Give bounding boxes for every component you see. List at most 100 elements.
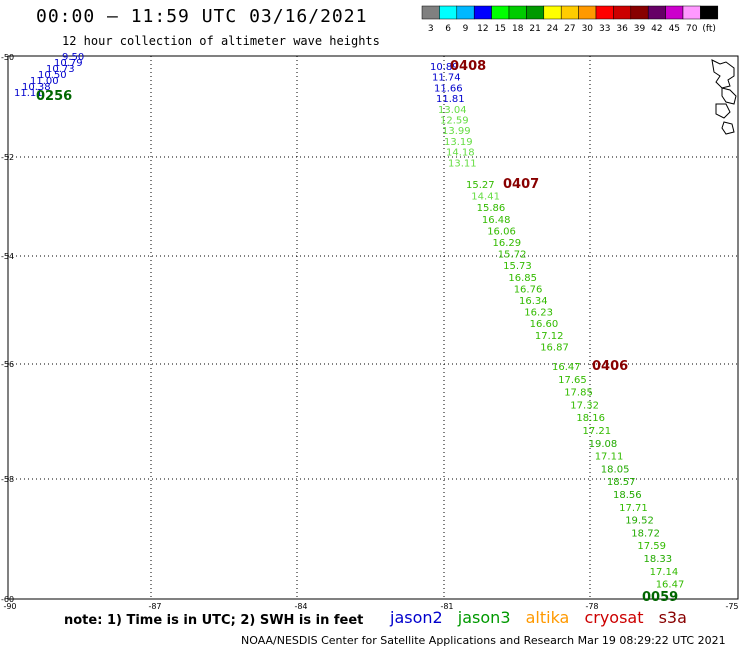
lon-label: -87 bbox=[148, 602, 161, 611]
pass-track-0408: 10.8911.7411.6611.8113.0412.5913.9913.19… bbox=[430, 59, 486, 169]
colorbar-label: 12 bbox=[477, 24, 488, 34]
wave-height-reading: 11.81 bbox=[436, 94, 465, 105]
colorbar-label: 15 bbox=[495, 24, 506, 34]
wave-height-reading: 10.38 bbox=[22, 82, 51, 93]
colorbar-label: 36 bbox=[616, 24, 628, 34]
wave-height-reading: 18.33 bbox=[644, 554, 673, 565]
wave-height-reading: 17.85 bbox=[564, 388, 593, 399]
coastline-islands bbox=[711, 59, 737, 135]
colorbar-swatch bbox=[421, 5, 440, 20]
pass-time-label: 0407 bbox=[503, 177, 539, 192]
wave-height-reading: 13.19 bbox=[444, 137, 473, 148]
pass-time-label: 0408 bbox=[450, 59, 486, 74]
colorbar-label: 18 bbox=[512, 24, 524, 34]
wave-height-reading: 14.41 bbox=[471, 192, 500, 203]
satellite-s3a: s3a bbox=[658, 608, 687, 627]
lat-label: -60 bbox=[1, 595, 14, 604]
lon-label: -75 bbox=[725, 602, 738, 611]
satellite-jason3: jason3 bbox=[457, 608, 511, 627]
colorbar-label: 45 bbox=[669, 24, 680, 34]
colorbar-legend: 3 6 9 12 15 18 21 24 27 30 33 36 39 42 45 70 (ft) bbox=[421, 5, 719, 34]
wave-height-reading: 18.16 bbox=[576, 413, 605, 424]
wave-height-reading: 19.08 bbox=[589, 439, 618, 450]
lat-lon-grid bbox=[8, 56, 738, 599]
colorbar-swatch bbox=[543, 5, 562, 20]
note-text: note: 1) Time is in UTC; 2) SWH is in fe… bbox=[64, 613, 364, 628]
wave-height-reading: 16.60 bbox=[530, 319, 559, 330]
wave-height-reading: 18.72 bbox=[631, 528, 660, 539]
wave-height-reading: 17.11 bbox=[595, 452, 624, 463]
pass-time-label: 0406 bbox=[592, 359, 628, 374]
lon-label: -78 bbox=[585, 602, 598, 611]
wave-height-reading: 13.04 bbox=[438, 105, 467, 116]
colorbar-label: 42 bbox=[651, 24, 662, 34]
satellite-jason2: jason2 bbox=[390, 608, 443, 627]
colorbar-label: (ft) bbox=[702, 24, 716, 34]
colorbar-swatch bbox=[473, 5, 492, 20]
map-frame bbox=[7, 55, 739, 600]
wave-height-reading: 15.72 bbox=[498, 250, 527, 261]
wave-height-reading: 11.66 bbox=[434, 83, 463, 94]
wave-height-reading: 16.06 bbox=[487, 226, 516, 237]
wave-height-reading: 16.23 bbox=[524, 308, 553, 319]
wave-height-reading: 16.47 bbox=[552, 362, 581, 373]
wave-height-reading: 16.47 bbox=[656, 580, 685, 591]
colorbar-swatch bbox=[439, 5, 458, 20]
wave-height-reading: 16.48 bbox=[482, 215, 511, 226]
colorbar-label: 33 bbox=[599, 24, 610, 34]
colorbar-swatch bbox=[508, 5, 527, 20]
wave-height-reading: 10.73 bbox=[46, 64, 75, 75]
wave-height-reading: 17.14 bbox=[650, 567, 679, 578]
credit-text: NOAA/NESDIS Center for Satellite Applica… bbox=[241, 634, 726, 647]
wave-height-reading: 17.21 bbox=[583, 426, 612, 437]
colorbar-label: 21 bbox=[529, 24, 540, 34]
lat-label: -56 bbox=[1, 360, 14, 369]
colorbar-swatch bbox=[665, 5, 684, 20]
colorbar-label: 30 bbox=[582, 24, 594, 34]
colorbar-swatch bbox=[613, 5, 632, 20]
colorbar-label: 70 bbox=[686, 24, 698, 34]
wave-height-reading: 15.86 bbox=[477, 203, 506, 214]
wave-height-reading: 17.12 bbox=[535, 331, 564, 342]
page-subtitle: 12 hour collection of altimeter wave hei… bbox=[62, 34, 380, 48]
altimeter-tracks: 9.5010.7910.7310.5011.0010.3811.11025610… bbox=[14, 52, 684, 605]
wave-height-reading: 17.71 bbox=[619, 503, 648, 514]
lat-label: -52 bbox=[1, 153, 14, 162]
colorbar-swatch bbox=[700, 5, 719, 20]
wave-height-reading: 18.56 bbox=[613, 490, 642, 501]
satellite-legend: jason2 jason3 altika cryosat s3a bbox=[390, 608, 697, 627]
colorbar-swatch bbox=[560, 5, 579, 20]
colorbar-label: 39 bbox=[634, 24, 646, 34]
page-title: 00:00 — 11:59 UTC 03/16/2021 bbox=[36, 6, 368, 27]
wave-height-reading: 10.79 bbox=[54, 58, 83, 69]
wave-height-reading: 13.11 bbox=[448, 158, 477, 169]
wave-height-reading: 11.11 bbox=[14, 88, 43, 99]
wave-height-reading: 16.29 bbox=[493, 238, 522, 249]
colorbar-swatch bbox=[682, 5, 701, 20]
wave-height-reading: 17.65 bbox=[558, 375, 587, 386]
lon-label: -81 bbox=[440, 602, 453, 611]
lat-label: -54 bbox=[1, 252, 14, 261]
wave-height-reading: 14.18 bbox=[446, 148, 475, 159]
lon-label: -84 bbox=[294, 602, 307, 611]
wave-height-reading: 16.76 bbox=[514, 284, 543, 295]
colorbar-swatch bbox=[647, 5, 666, 20]
wave-height-reading: 13.99 bbox=[442, 126, 471, 137]
satellite-cryosat: cryosat bbox=[584, 608, 644, 627]
colorbar-label: 24 bbox=[547, 24, 559, 34]
wave-height-reading: 11.00 bbox=[30, 76, 59, 87]
colorbar-swatch bbox=[491, 5, 510, 20]
satellite-altika: altika bbox=[525, 608, 570, 627]
lat-label: -50 bbox=[1, 53, 14, 62]
pass-time-label: 0256 bbox=[36, 89, 72, 104]
colorbar-label: 9 bbox=[463, 24, 469, 34]
wave-height-reading: 17.32 bbox=[570, 400, 599, 411]
colorbar-swatch bbox=[595, 5, 614, 20]
axis-labels: -50 -52 -54 -56 -58 -60-90 -87 -84 -81 -78 -75 bbox=[1, 53, 739, 611]
wave-height-reading: 17.59 bbox=[637, 541, 666, 552]
colorbar-label: 27 bbox=[564, 24, 575, 34]
colorbar-label: 3 bbox=[428, 24, 434, 34]
